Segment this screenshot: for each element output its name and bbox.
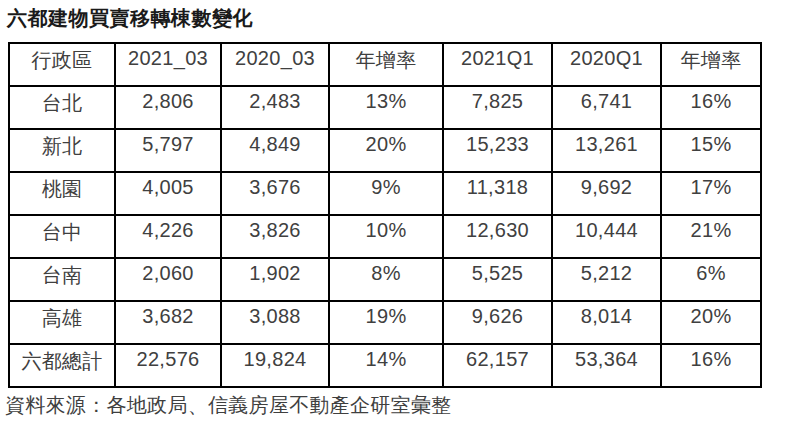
region-cell: 六都總計 bbox=[9, 344, 115, 387]
value-cell: 4,226 bbox=[115, 215, 221, 258]
region-cell: 高雄 bbox=[9, 301, 115, 344]
value-cell: 8,014 bbox=[552, 301, 661, 344]
value-cell: 3,826 bbox=[221, 215, 329, 258]
value-cell: 19,824 bbox=[221, 344, 329, 387]
source-note: 資料來源：各地政局、信義房屋不動產企研室彙整 bbox=[5, 393, 794, 417]
region-cell: 台北 bbox=[9, 86, 115, 129]
region-cell: 台南 bbox=[9, 258, 115, 301]
value-cell: 21% bbox=[661, 215, 761, 258]
value-cell: 6,741 bbox=[552, 86, 661, 129]
region-cell: 新北 bbox=[9, 129, 115, 172]
value-cell: 22,576 bbox=[115, 344, 221, 387]
page-title: 六都建物買賣移轉棟數變化 bbox=[7, 6, 794, 30]
value-cell: 3,682 bbox=[115, 301, 221, 344]
table-row-total: 六都總計 22,576 19,824 14% 62,157 53,364 16% bbox=[9, 344, 761, 387]
value-cell: 17% bbox=[661, 172, 761, 215]
value-cell: 15,233 bbox=[443, 129, 552, 172]
value-cell: 6% bbox=[661, 258, 761, 301]
table-row: 新北 5,797 4,849 20% 15,233 13,261 15% bbox=[9, 129, 761, 172]
value-cell: 15% bbox=[661, 129, 761, 172]
value-cell: 9,626 bbox=[443, 301, 552, 344]
value-cell: 10,444 bbox=[552, 215, 661, 258]
table-row: 台南 2,060 1,902 8% 5,525 5,212 6% bbox=[9, 258, 761, 301]
table-row: 台中 4,226 3,826 10% 12,630 10,444 21% bbox=[9, 215, 761, 258]
value-cell: 11,318 bbox=[443, 172, 552, 215]
value-cell: 5,797 bbox=[115, 129, 221, 172]
column-header: 年增率 bbox=[661, 43, 761, 86]
table-row: 桃園 4,005 3,676 9% 11,318 9,692 17% bbox=[9, 172, 761, 215]
value-cell: 53,364 bbox=[552, 344, 661, 387]
value-cell: 16% bbox=[661, 344, 761, 387]
column-header: 2020_03 bbox=[221, 43, 329, 86]
value-cell: 5,525 bbox=[443, 258, 552, 301]
value-cell: 62,157 bbox=[443, 344, 552, 387]
region-cell: 桃園 bbox=[9, 172, 115, 215]
column-header: 2020Q1 bbox=[552, 43, 661, 86]
value-cell: 10% bbox=[329, 215, 443, 258]
table-row: 台北 2,806 2,483 13% 7,825 6,741 16% bbox=[9, 86, 761, 129]
value-cell: 13% bbox=[329, 86, 443, 129]
value-cell: 2,806 bbox=[115, 86, 221, 129]
column-header: 2021_03 bbox=[115, 43, 221, 86]
column-header: 2021Q1 bbox=[443, 43, 552, 86]
value-cell: 1,902 bbox=[221, 258, 329, 301]
value-cell: 7,825 bbox=[443, 86, 552, 129]
value-cell: 13,261 bbox=[552, 129, 661, 172]
value-cell: 20% bbox=[661, 301, 761, 344]
value-cell: 2,060 bbox=[115, 258, 221, 301]
region-cell: 台中 bbox=[9, 215, 115, 258]
transfers-table: 行政區 2021_03 2020_03 年增率 2021Q1 2020Q1 年增… bbox=[8, 42, 762, 388]
value-cell: 3,088 bbox=[221, 301, 329, 344]
value-cell: 3,676 bbox=[221, 172, 329, 215]
value-cell: 20% bbox=[329, 129, 443, 172]
value-cell: 9% bbox=[329, 172, 443, 215]
header-row: 行政區 2021_03 2020_03 年增率 2021Q1 2020Q1 年增… bbox=[9, 43, 761, 86]
column-header: 年增率 bbox=[329, 43, 443, 86]
value-cell: 2,483 bbox=[221, 86, 329, 129]
value-cell: 4,849 bbox=[221, 129, 329, 172]
page: 六都建物買賣移轉棟數變化 行政區 2021_03 2020_03 年增率 202… bbox=[0, 6, 794, 424]
value-cell: 19% bbox=[329, 301, 443, 344]
value-cell: 16% bbox=[661, 86, 761, 129]
value-cell: 8% bbox=[329, 258, 443, 301]
column-header: 行政區 bbox=[9, 43, 115, 86]
value-cell: 5,212 bbox=[552, 258, 661, 301]
value-cell: 14% bbox=[329, 344, 443, 387]
table-row: 高雄 3,682 3,088 19% 9,626 8,014 20% bbox=[9, 301, 761, 344]
value-cell: 12,630 bbox=[443, 215, 552, 258]
value-cell: 9,692 bbox=[552, 172, 661, 215]
value-cell: 4,005 bbox=[115, 172, 221, 215]
